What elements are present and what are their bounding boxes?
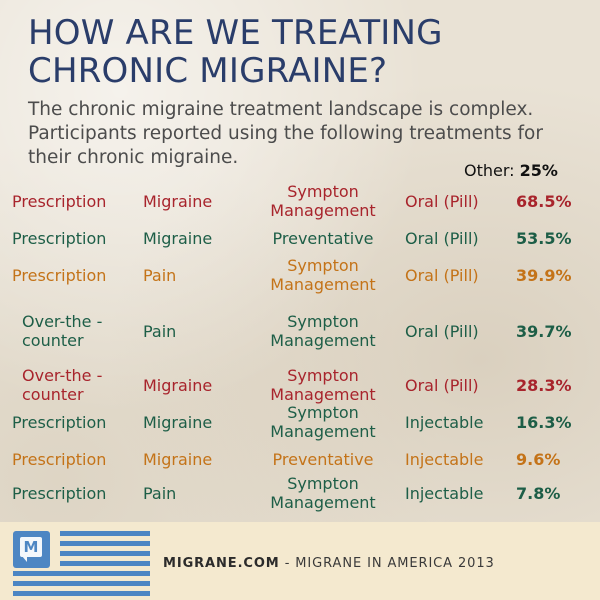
page-subtitle: The chronic migraine treatment landscape… [28, 99, 543, 168]
percent-cell: 9.6% [516, 449, 561, 469]
condition-cell: Migraine [143, 412, 213, 432]
percent-cell: 68.5% [516, 191, 572, 211]
condition-cell: Pain [143, 265, 177, 285]
logo-letter: M [20, 537, 42, 557]
table-row: Prescription Migraine Preventative Oral (Pi… [0, 216, 600, 260]
availability-cell: Prescription [12, 449, 107, 469]
form-cell: Injectable [405, 449, 484, 469]
availability-cell: Over-the -counter [22, 312, 103, 350]
other-label: Other: [464, 161, 515, 180]
flag-stripe [60, 551, 150, 556]
purpose-cell: Sympton Management [270, 474, 376, 512]
speech-bubble-tail-icon [22, 556, 27, 562]
percent-cell: 39.7% [516, 321, 572, 341]
purpose-cell: Sympton Management [270, 256, 376, 294]
footer-site[interactable]: MIGRANE.COM [163, 556, 280, 571]
availability-cell: Prescription [12, 483, 107, 503]
table-row: Prescription Migraine Sympton Management In… [0, 400, 600, 444]
table-row: Over-the -counter Pain Sympton Management O… [0, 309, 600, 353]
other-value: 25% [519, 161, 558, 180]
form-cell: Oral (Pill) [405, 321, 479, 341]
flag-stripe [13, 581, 150, 586]
purpose-cell: Sympton Management [270, 366, 376, 404]
availability-cell: Prescription [12, 412, 107, 432]
percent-cell: 16.3% [516, 412, 572, 432]
table-row: Prescription Pain Sympton Management Inject… [0, 471, 600, 515]
table-row: Over-the -counter Migraine Sympton Managem… [0, 363, 600, 407]
condition-cell: Migraine [143, 449, 213, 469]
condition-cell: Pain [143, 321, 177, 341]
purpose-cell: Sympton Management [270, 403, 376, 441]
form-cell: Injectable [405, 412, 484, 432]
flag-stripe [60, 541, 150, 546]
table-row: Prescription Migraine Preventative Injectab… [0, 437, 600, 481]
table-row: Prescription Pain Sympton Management Oral (… [0, 253, 600, 297]
footer-caption: MIGRANE.COM - MIGRANE IN AMERICA 2013 [163, 556, 495, 571]
migrane-logo-icon[interactable]: M [13, 531, 50, 568]
condition-cell: Migraine [143, 228, 213, 248]
availability-cell: Prescription [12, 191, 107, 211]
purpose-cell: Preventative [272, 449, 374, 469]
form-cell: Injectable [405, 483, 484, 503]
condition-cell: Migraine [143, 191, 213, 211]
form-cell: Oral (Pill) [405, 228, 479, 248]
form-cell: Oral (Pill) [405, 191, 479, 211]
purpose-cell: Sympton Management [270, 182, 376, 220]
percent-cell: 39.9% [516, 265, 572, 285]
purpose-cell: Preventative [272, 228, 374, 248]
other-stat: Other: 25% [464, 161, 558, 180]
percent-cell: 53.5% [516, 228, 572, 248]
availability-cell: Prescription [12, 228, 107, 248]
condition-cell: Pain [143, 483, 177, 503]
percent-cell: 7.8% [516, 483, 561, 503]
form-cell: Oral (Pill) [405, 375, 479, 395]
footer: M MIGRANE.COM - MIGRANE IN AMERICA 2013 [0, 522, 600, 600]
purpose-cell: Sympton Management [270, 312, 376, 350]
flag-stripe [60, 561, 150, 566]
page-title: HOW ARE WE TREATING CHRONIC MIGRAINE? [28, 13, 443, 91]
flag-stripe [13, 591, 150, 596]
table-row: Prescription Migraine Sympton Management Or… [0, 179, 600, 223]
availability-cell: Over-the -counter [22, 366, 103, 404]
condition-cell: Migraine [143, 375, 213, 395]
footer-caption-text: - MIGRANE IN AMERICA 2013 [279, 556, 495, 571]
flag-stripe [13, 571, 150, 576]
form-cell: Oral (Pill) [405, 265, 479, 285]
percent-cell: 28.3% [516, 375, 572, 395]
flag-stripe [60, 531, 150, 536]
availability-cell: Prescription [12, 265, 107, 285]
